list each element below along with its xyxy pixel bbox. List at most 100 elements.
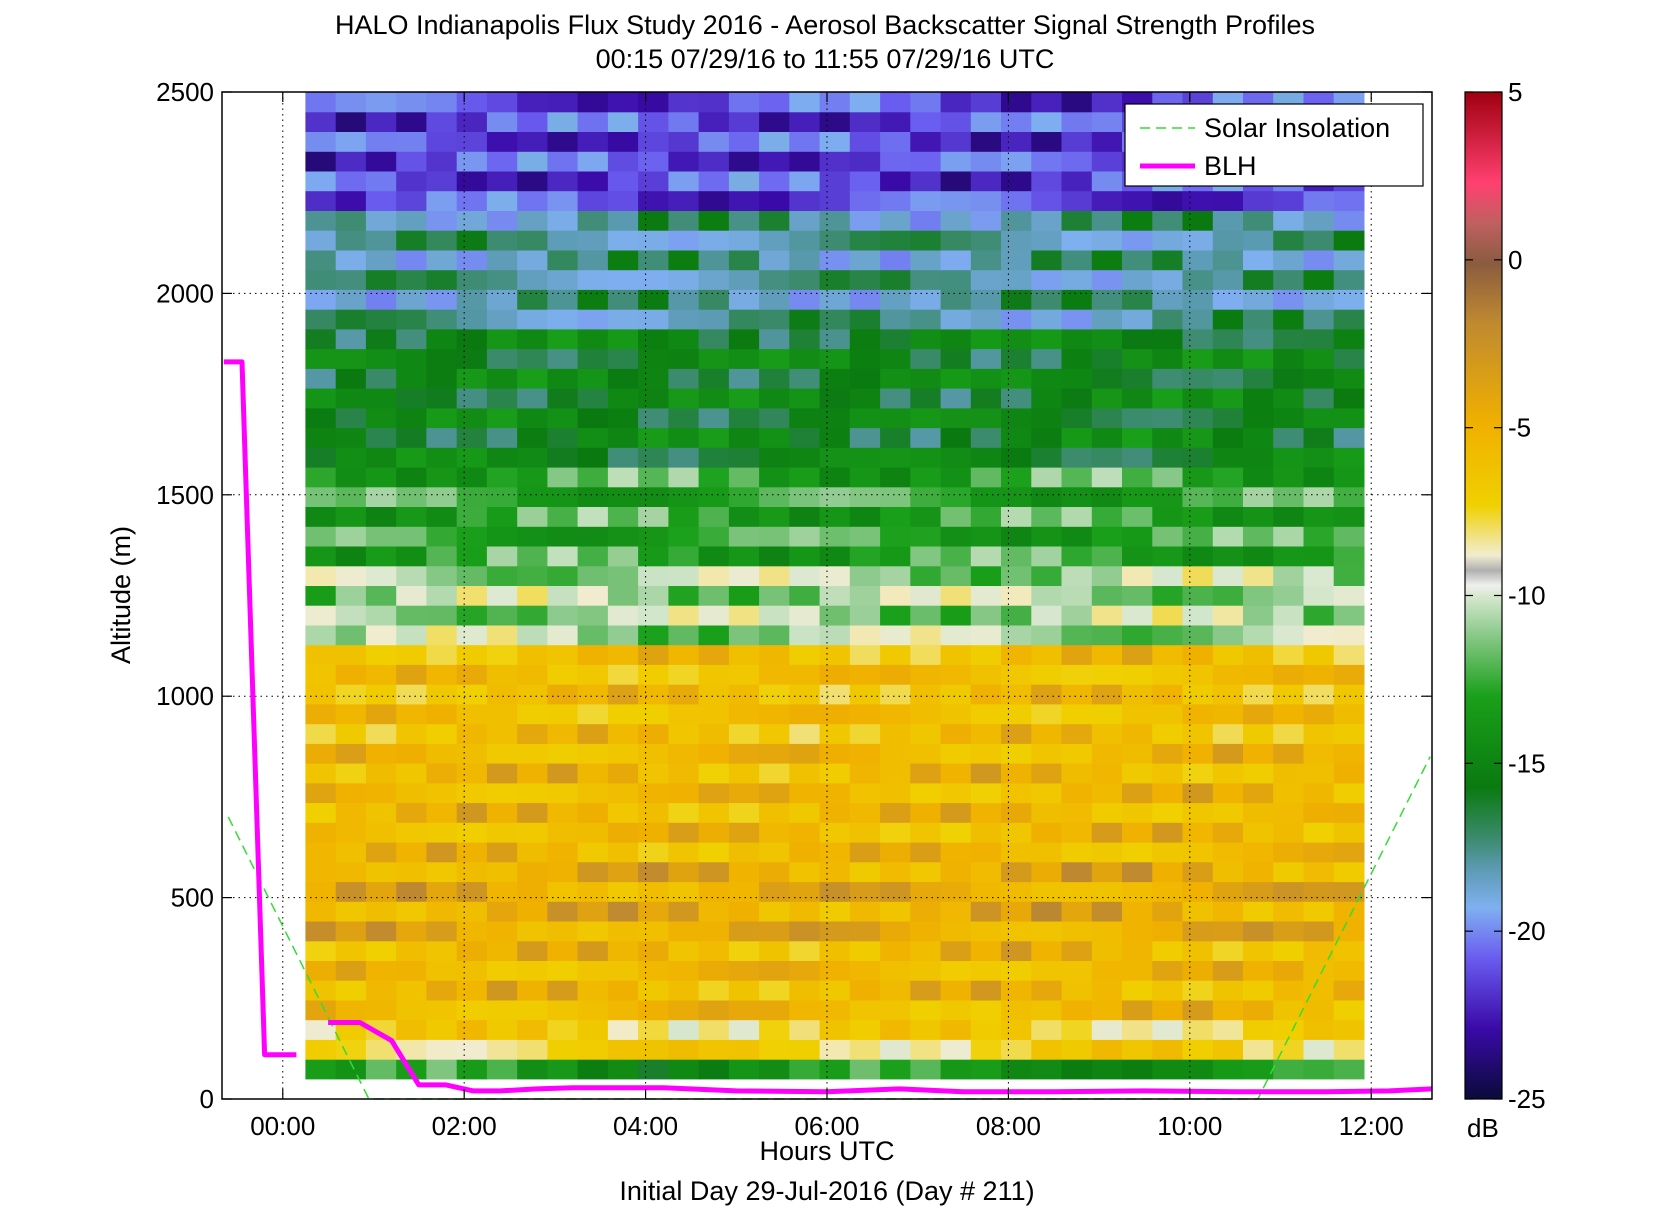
heatmap-cell	[1061, 467, 1093, 488]
heatmap-cell	[880, 249, 911, 271]
heatmap-cell	[365, 585, 397, 606]
heatmap-cell	[396, 190, 427, 211]
heatmap-cell	[789, 921, 821, 942]
heatmap-cell	[426, 328, 458, 350]
heatmap-cell	[940, 230, 972, 251]
heatmap-cell	[1182, 921, 1214, 942]
heatmap-cell	[1273, 585, 1304, 606]
heatmap-cell	[1182, 447, 1214, 468]
heatmap-cell	[486, 111, 518, 132]
heatmap-cell	[1031, 467, 1063, 488]
heatmap-cell	[638, 447, 669, 468]
heatmap-cell	[396, 269, 427, 290]
heatmap-cell	[607, 210, 639, 231]
heatmap-cell	[698, 842, 730, 863]
heatmap-cell	[940, 151, 972, 172]
heatmap-cell	[1303, 605, 1335, 626]
heatmap-cell	[759, 940, 790, 961]
heatmap-cell	[1152, 980, 1184, 1001]
heatmap-cell	[486, 467, 518, 488]
heatmap-cell	[728, 486, 760, 507]
heatmap-cell	[456, 585, 488, 606]
heatmap-cell	[547, 151, 579, 172]
heatmap-cell	[577, 427, 609, 448]
heatmap-cell	[1152, 348, 1184, 369]
heatmap-cell	[365, 92, 397, 113]
heatmap-cell	[789, 703, 821, 725]
heatmap-cell	[456, 210, 488, 231]
heatmap-cell	[940, 328, 972, 350]
heatmap-cell	[456, 723, 488, 744]
heatmap-cell	[577, 782, 609, 804]
heatmap-cell	[1273, 565, 1304, 586]
heatmap-cell	[1152, 921, 1184, 942]
heatmap-cell	[517, 506, 548, 527]
heatmap-cell	[698, 881, 730, 902]
heatmap-cell	[970, 230, 1002, 251]
heatmap-cell	[1182, 842, 1214, 863]
heatmap-cell	[1243, 565, 1274, 586]
heatmap-cell	[1182, 309, 1214, 330]
y-axis-label: Altitude (m)	[106, 526, 136, 664]
heatmap-cell	[789, 684, 821, 705]
heatmap-cell	[849, 368, 881, 389]
heatmap-cell	[456, 921, 488, 942]
heatmap-cell	[1122, 585, 1153, 606]
x-axis-label: Hours UTC	[759, 1136, 894, 1166]
heatmap-cell	[517, 210, 548, 231]
heatmap-cell	[577, 210, 609, 231]
heatmap-cell	[1061, 881, 1093, 902]
heatmap-cell	[517, 960, 548, 981]
heatmap-cell	[456, 1039, 488, 1060]
heatmap-cell	[638, 467, 669, 488]
heatmap-cell	[335, 506, 367, 527]
heatmap-cell	[1001, 980, 1032, 1001]
heatmap-cell	[607, 1039, 639, 1060]
heatmap-cell	[1001, 763, 1032, 784]
heatmap-cell	[698, 940, 730, 961]
heatmap-cell	[305, 743, 337, 764]
heatmap-cell	[1243, 407, 1274, 429]
heatmap-cell	[1303, 546, 1335, 567]
heatmap-cell	[698, 230, 730, 251]
heatmap-cell	[638, 664, 669, 685]
heatmap-cell	[1212, 921, 1244, 942]
heatmap-cell	[668, 782, 700, 804]
heatmap-cell	[1243, 388, 1274, 409]
heatmap-cell	[1061, 822, 1093, 843]
heatmap-cell	[789, 624, 821, 646]
heatmap-cell	[728, 565, 760, 586]
heatmap-cell	[335, 861, 367, 883]
heatmap-cell	[607, 447, 639, 468]
heatmap-cell	[1333, 940, 1365, 961]
heatmap-cell	[1212, 249, 1244, 271]
heatmap-cell	[396, 388, 427, 409]
heatmap-cell	[1001, 664, 1032, 685]
heatmap-cell	[607, 467, 639, 488]
heatmap-cell	[1303, 309, 1335, 330]
heatmap-cell	[1061, 861, 1093, 883]
heatmap-cell	[849, 921, 881, 942]
heatmap-cell	[1243, 1019, 1274, 1040]
heatmap-cell	[547, 447, 579, 468]
heatmap-cell	[1061, 999, 1093, 1021]
heatmap-cell	[970, 170, 1002, 192]
heatmap-cell	[607, 348, 639, 369]
heatmap-cell	[638, 861, 669, 883]
heatmap-cell	[365, 368, 397, 389]
heatmap-cell	[335, 289, 367, 310]
heatmap-cell	[1212, 546, 1244, 567]
heatmap-cell	[335, 881, 367, 902]
heatmap-cell	[698, 210, 730, 231]
heatmap-cell	[426, 782, 458, 804]
heatmap-cell	[970, 368, 1002, 389]
heatmap-cell	[789, 92, 821, 113]
heatmap-cell	[668, 960, 700, 981]
heatmap-cell	[1303, 763, 1335, 784]
heatmap-cell	[577, 328, 609, 350]
heatmap-cell	[728, 131, 760, 152]
heatmap-cell	[849, 881, 881, 902]
heatmap-cell	[305, 230, 337, 251]
heatmap-cell	[970, 190, 1002, 211]
heatmap-cell	[728, 901, 760, 922]
